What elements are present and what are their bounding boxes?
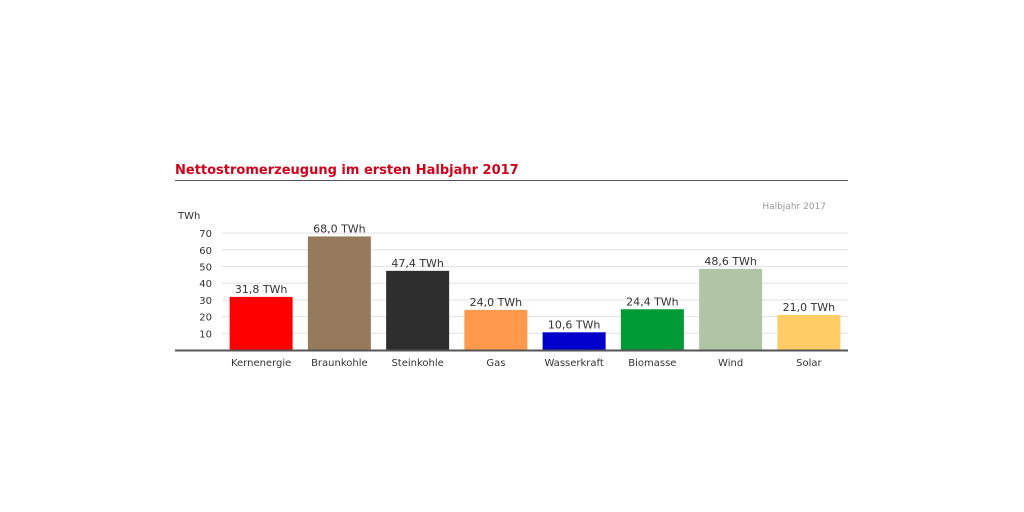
bar-solar (777, 314, 841, 350)
bar-biomasse (620, 309, 684, 350)
x-tick-label: Braunkohle (311, 358, 368, 369)
bar-braunkohle (307, 236, 371, 350)
y-tick-label: 60 (199, 246, 212, 257)
data-label: 24,0 TWh (470, 296, 523, 309)
y-tick-label: 50 (199, 263, 212, 274)
value-labels: 31,8 TWh 68,0 TWh 47,4 TWh 24,0 TWh 10,6 TWh… (235, 222, 835, 331)
bar-wasserkraft (542, 332, 606, 350)
axes: 10 20 30 40 50 60 70 Kernenergie Braunkohle Stein… (175, 229, 848, 369)
legend-label: Halbjahr 2017 (762, 202, 826, 212)
title-divider (175, 180, 848, 181)
y-tick-label: 20 (199, 313, 212, 324)
x-tick-label: Wasserkraft (544, 358, 603, 369)
bar-kernenergie (229, 296, 293, 350)
y-tick-label: 40 (199, 279, 212, 290)
data-label: 68,0 TWh (313, 222, 366, 235)
data-label: 31,8 TWh (235, 283, 288, 296)
x-tick-label: Solar (796, 358, 822, 369)
y-axis-unit-label: TWh (177, 211, 200, 222)
y-tick-label: 30 (199, 296, 212, 307)
data-label: 47,4 TWh (391, 257, 444, 270)
y-tick-label: 70 (199, 229, 212, 240)
data-label: 48,6 TWh (704, 255, 757, 268)
data-label: 21,0 TWh (783, 301, 836, 314)
data-label: 24,4 TWh (626, 295, 679, 308)
x-tick-label: Steinkohle (391, 358, 443, 369)
bar-gas (464, 309, 528, 350)
y-tick-label: 10 (199, 329, 212, 340)
chart-title: Nettostromerzeugung im ersten Halbjahr 2… (175, 163, 519, 178)
bar-wind (699, 268, 763, 350)
x-tick-label: Biomasse (628, 358, 676, 369)
x-tick-label: Gas (486, 358, 505, 369)
x-tick-label: Wind (718, 358, 743, 369)
bars (229, 236, 841, 350)
x-tick-label: Kernenergie (231, 358, 291, 369)
bar-steinkohle (386, 270, 450, 350)
data-label: 10,6 TWh (548, 318, 601, 331)
